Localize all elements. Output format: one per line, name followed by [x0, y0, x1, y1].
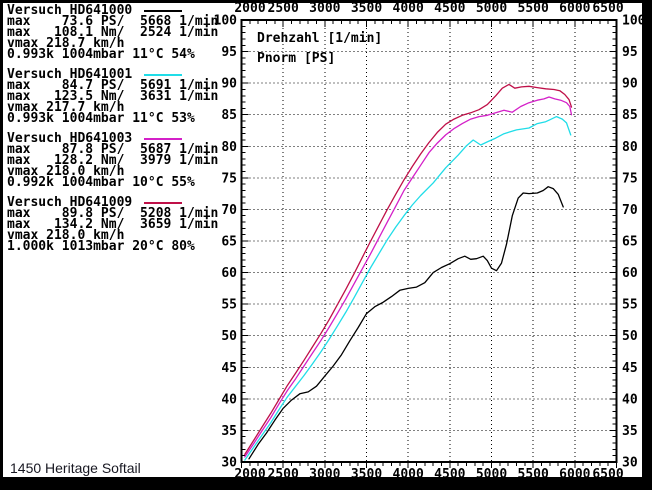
test-title: Versuch HD641001 — [7, 67, 133, 82]
test-stat-row: max 128.2 Nm/ 3979 1/min — [7, 153, 219, 168]
test-block: Versuch HD641009 max 89.8 PS/ 5208 1/min… — [7, 195, 239, 254]
test-color-swatch — [144, 73, 183, 76]
svg-text:2000: 2000 — [234, 1, 265, 16]
svg-text:5500: 5500 — [518, 1, 549, 16]
window-border-right — [642, 0, 652, 490]
test-stat-row: 0.993k 1004mbar 11°C 54% — [7, 47, 195, 62]
series-HD641009 — [244, 83, 573, 456]
svg-text:30: 30 — [221, 456, 237, 471]
axis-ticks — [241, 19, 617, 468]
svg-text:60: 60 — [221, 266, 237, 281]
svg-text:85: 85 — [622, 108, 638, 123]
test-stat-row: vmax 218.0 km/h — [7, 164, 125, 179]
test-stat-row: vmax 218.0 km/h — [7, 228, 125, 243]
x-axis-title: Drehzahl [1/min] — [257, 31, 382, 46]
test-stat-row: max 89.8 PS/ 5208 1/min — [7, 206, 219, 221]
svg-text:50: 50 — [622, 329, 638, 344]
svg-text:95: 95 — [622, 45, 638, 60]
svg-text:5000: 5000 — [476, 1, 507, 16]
svg-text:35: 35 — [221, 424, 237, 439]
y-axis-title: Pnorm [PS] — [257, 51, 335, 66]
svg-text:50: 50 — [221, 329, 237, 344]
test-stat-row: max 87.8 PS/ 5687 1/min — [7, 142, 219, 157]
chart-frame — [240, 19, 618, 463]
vehicle-label: 1450 Heritage Softail — [10, 460, 141, 476]
svg-text:80: 80 — [622, 140, 638, 155]
test-stat-row: vmax 218.7 km/h — [7, 36, 125, 51]
test-stat-row: max 108.1 Nm/ 2524 1/min — [7, 25, 219, 40]
x-axis-labels: 2000200025002500300030003500350040004000… — [234, 1, 623, 482]
test-info-panel: Versuch HD641000 max 73.6 PS/ 5668 1/min… — [7, 3, 239, 261]
svg-text:55: 55 — [622, 298, 638, 313]
test-stat-row: max 134.2 Nm/ 3659 1/min — [7, 217, 219, 232]
test-title: Versuch HD641000 — [7, 3, 133, 18]
svg-text:2500: 2500 — [268, 1, 299, 16]
series-HD641000 — [248, 186, 564, 460]
svg-text:55: 55 — [221, 298, 237, 313]
svg-text:70: 70 — [622, 203, 638, 218]
series-HD641001 — [244, 115, 572, 461]
test-block: Versuch HD641000 max 73.6 PS/ 5668 1/min… — [7, 3, 239, 62]
test-stat-row: 1.000k 1013mbar 20°C 80% — [7, 239, 195, 254]
svg-text:4500: 4500 — [434, 1, 465, 16]
series-HD641003 — [244, 96, 573, 458]
test-block: Versuch HD641001 max 84.7 PS/ 5691 1/min… — [7, 67, 239, 126]
svg-text:3500: 3500 — [351, 1, 382, 16]
svg-text:75: 75 — [622, 171, 638, 186]
svg-text:40: 40 — [221, 392, 237, 407]
test-stat-row: vmax 217.7 km/h — [7, 100, 125, 115]
svg-text:60: 60 — [622, 266, 638, 281]
grid-lines — [241, 20, 617, 462]
test-stat-row: max 123.5 Nm/ 3631 1/min — [7, 89, 219, 104]
svg-text:65: 65 — [622, 235, 638, 250]
test-color-swatch — [144, 9, 183, 12]
svg-text:6500: 6500 — [592, 1, 623, 16]
window-border-bottom — [0, 477, 652, 490]
svg-text:90: 90 — [622, 77, 638, 92]
test-color-swatch — [144, 137, 183, 140]
svg-text:30: 30 — [622, 456, 638, 471]
test-stat-row: 0.993k 1004mbar 11°C 53% — [7, 111, 195, 126]
svg-text:3000: 3000 — [309, 1, 340, 16]
window-border-left — [0, 0, 3, 490]
svg-text:40: 40 — [622, 392, 638, 407]
test-stat-row: max 73.6 PS/ 5668 1/min — [7, 14, 219, 29]
test-stat-row: max 84.7 PS/ 5691 1/min — [7, 78, 219, 93]
svg-text:4000: 4000 — [393, 1, 424, 16]
window-border-top — [0, 0, 652, 3]
test-block: Versuch HD641003 max 87.8 PS/ 5687 1/min… — [7, 131, 239, 190]
svg-text:45: 45 — [221, 361, 237, 376]
test-stat-row: 0.992k 1004mbar 10°C 55% — [7, 175, 195, 190]
svg-text:45: 45 — [622, 361, 638, 376]
svg-text:6000: 6000 — [559, 1, 590, 16]
test-title: Versuch HD641003 — [7, 131, 133, 146]
test-title: Versuch HD641009 — [7, 195, 133, 210]
test-color-swatch — [144, 201, 183, 204]
svg-text:35: 35 — [622, 424, 638, 439]
